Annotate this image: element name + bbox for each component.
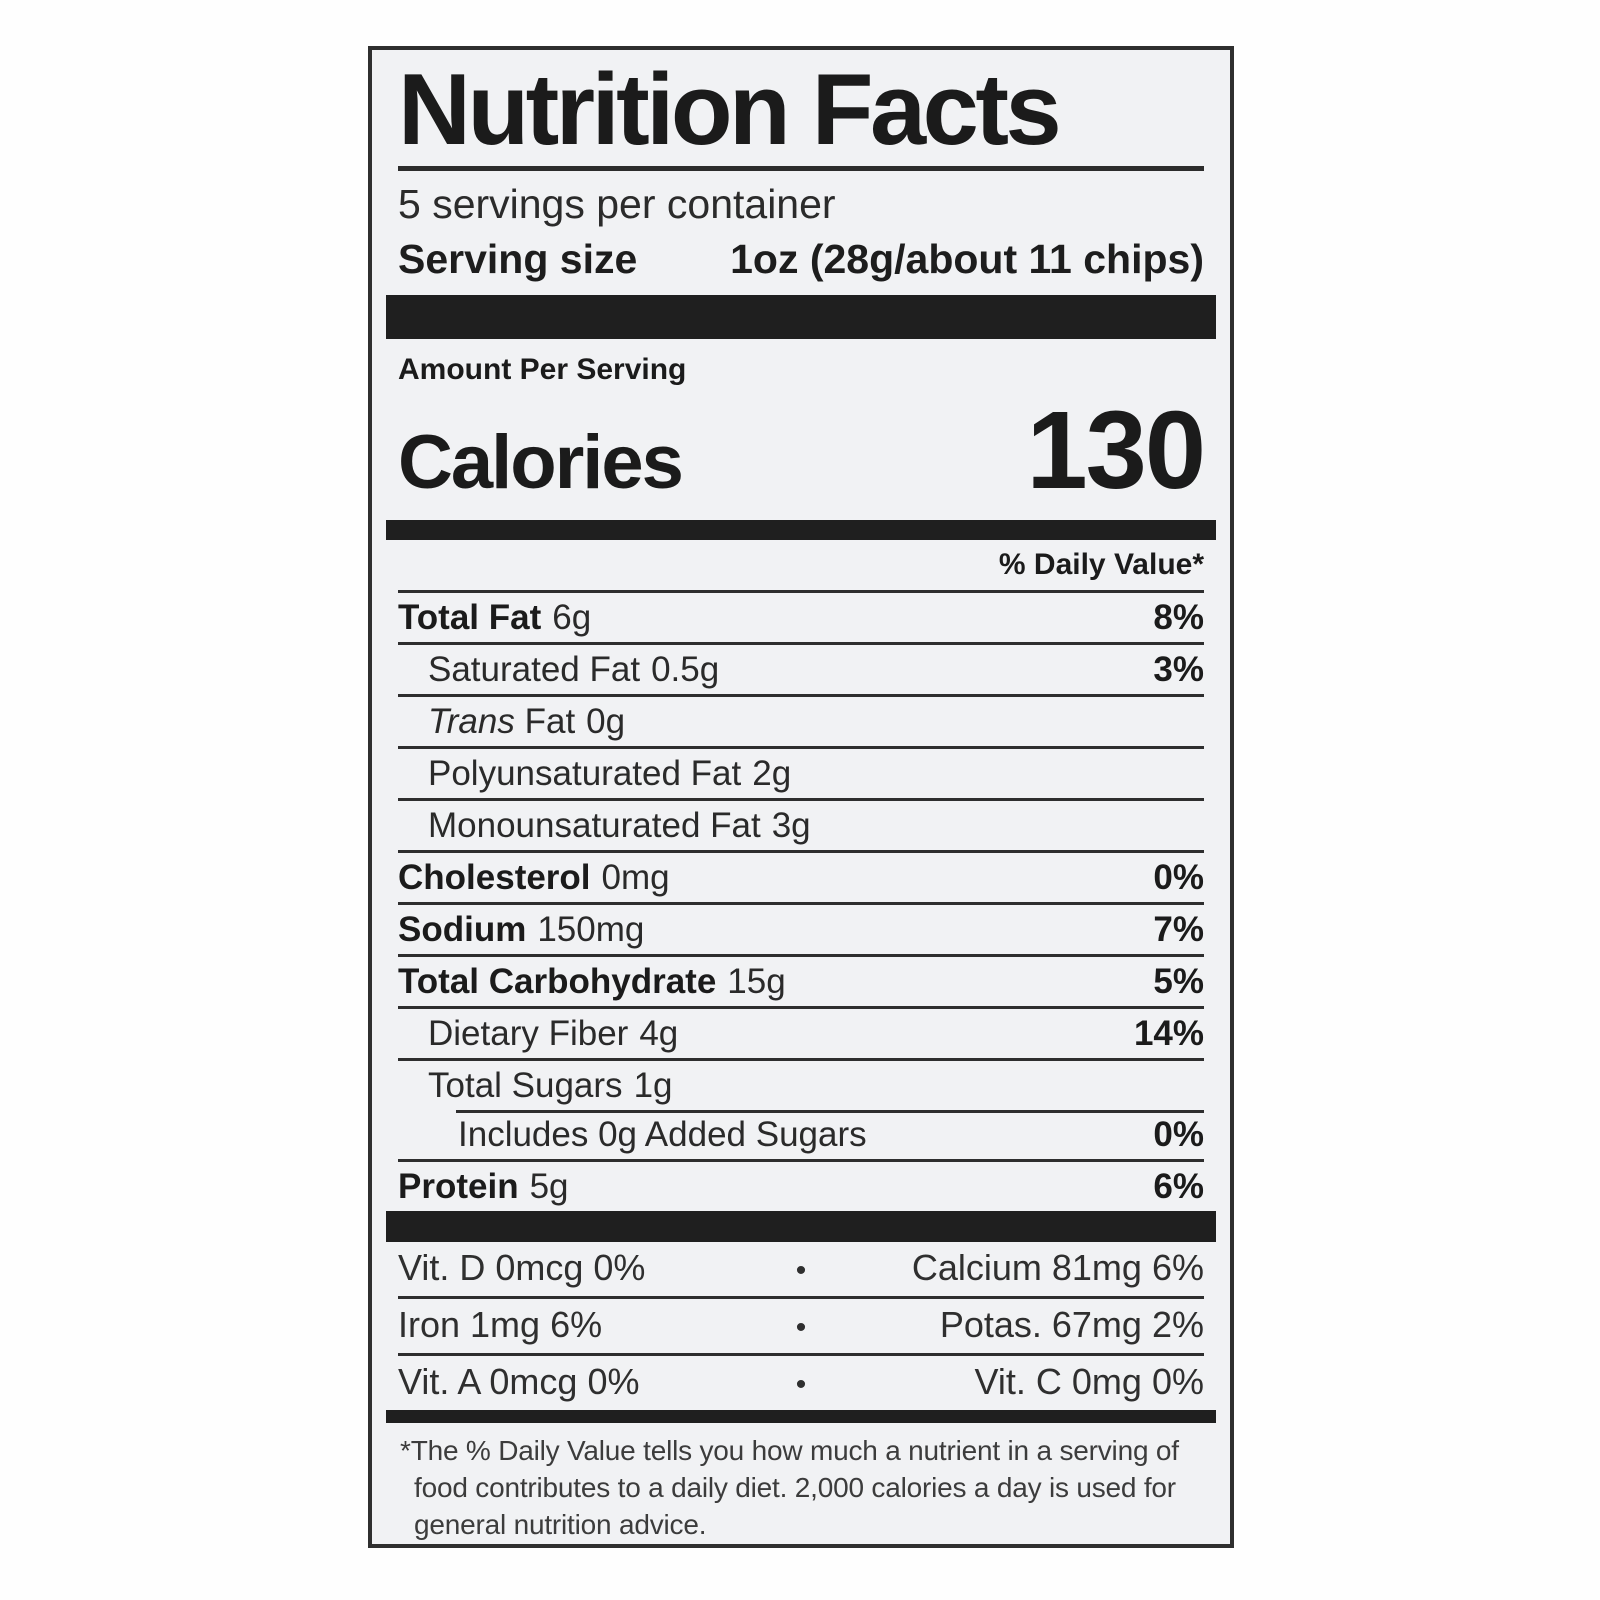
nutrient-daily-value: 3% xyxy=(1153,650,1204,690)
nutrient-name: Total Fat xyxy=(398,598,542,638)
calories-divider-bar xyxy=(386,520,1216,541)
serving-size-label: Serving size xyxy=(398,236,638,283)
nutrient-name: Polyunsaturated Fat xyxy=(428,754,742,794)
nutrient-row: Includes 0g Added Sugars 0% xyxy=(398,1110,1204,1159)
nutrient-row: Total Carbohydrate 15g 5% xyxy=(398,954,1204,1006)
nutrient-row: Cholesterol 0mg 0% xyxy=(398,850,1204,902)
vitamin-left-value: Vit. D 0mcg 0% xyxy=(398,1247,646,1289)
nutrient-name: Sodium xyxy=(398,910,527,950)
bullet-separator: • xyxy=(795,1368,807,1402)
nutrient-row: Trans Fat 0g xyxy=(398,694,1204,746)
bullet-separator: • xyxy=(795,1254,807,1288)
nutrition-facts-label: Nutrition Facts 5 servings per container… xyxy=(368,46,1234,1548)
nutrient-name: Cholesterol xyxy=(398,858,591,898)
daily-value-header: % Daily Value* xyxy=(998,548,1204,582)
nutrient-amount: 0g xyxy=(586,702,626,742)
nutrient-amount: 0.5g xyxy=(651,650,720,690)
vitamin-row: Vit. D 0mcg 0% • Calcium 81mg 6% xyxy=(398,1242,1204,1296)
serving-size-value: 1oz (28g/about 11 chips) xyxy=(730,236,1204,283)
nutrient-daily-value: 5% xyxy=(1153,962,1204,1002)
nutrient-row: Protein 5g 6% xyxy=(398,1159,1204,1211)
label-title: Nutrition Facts xyxy=(398,54,1062,166)
nutrient-name: Total Sugars xyxy=(428,1066,623,1106)
amount-per-serving-label: Amount Per Serving xyxy=(398,353,687,387)
nutrient-amount: 150mg xyxy=(537,910,645,950)
vitamin-right-value: Potas. 67mg 2% xyxy=(939,1304,1204,1346)
nutrient-daily-value: 0% xyxy=(1153,858,1204,898)
nutrient-row: Polyunsaturated Fat 2g xyxy=(398,746,1204,798)
nutrient-daily-value: 6% xyxy=(1153,1167,1204,1207)
vitamin-left-value: Iron 1mg 6% xyxy=(398,1304,603,1346)
title-rule xyxy=(398,166,1204,172)
servings-per-container: 5 servings per container xyxy=(398,181,836,228)
nutrient-daily-value: 14% xyxy=(1133,1014,1204,1054)
nutrient-amount: 5g xyxy=(529,1167,569,1207)
nutrient-daily-value: 7% xyxy=(1153,910,1204,950)
vitamin-row: Vit. A 0mcg 0% • Vit. C 0mg 0% xyxy=(398,1353,1204,1410)
nutrient-daily-value: 8% xyxy=(1153,598,1204,638)
nutrient-amount: 6g xyxy=(552,598,592,638)
nutrient-daily-value: 0% xyxy=(1153,1115,1204,1155)
nutrient-name: Total Carbohydrate xyxy=(398,962,717,1002)
nutrient-name: Protein xyxy=(398,1167,519,1207)
serving-size-row: Serving size 1oz (28g/about 11 chips) xyxy=(398,236,1204,283)
calories-row: Calories 130 xyxy=(398,387,1206,514)
calories-label: Calories xyxy=(398,420,684,506)
nutrient-row: Total Fat 6g 8% xyxy=(398,590,1204,642)
thick-divider-bar xyxy=(386,295,1216,340)
daily-value-footnote: *The % Daily Value tells you how much a … xyxy=(400,1435,1179,1540)
vitamin-row: Iron 1mg 6% • Potas. 67mg 2% xyxy=(398,1296,1204,1353)
vitamin-right-value: Vit. C 0mg 0% xyxy=(974,1361,1204,1403)
nutrient-name: Includes 0g Added Sugars xyxy=(458,1115,867,1155)
nutrient-amount: 3g xyxy=(771,806,811,846)
nutrient-name: Dietary Fiber xyxy=(428,1014,629,1054)
nutrient-row: Total Sugars 1g xyxy=(398,1058,1204,1110)
nutrient-rows: Total Fat 6g 8% Saturated Fat 0.5g 3% Trans Fa… xyxy=(398,590,1204,1211)
nutrient-name: Monounsaturated Fat xyxy=(428,806,761,846)
nutrient-amount: 15g xyxy=(727,962,786,1002)
vitamin-rows: Vit. D 0mcg 0% • Calcium 81mg 6% Iron 1mg 6… xyxy=(398,1242,1204,1410)
nutrient-row: Sodium 150mg 7% xyxy=(398,902,1204,954)
nutrient-amount: 1g xyxy=(633,1066,673,1106)
footnote-divider-bar xyxy=(386,1410,1216,1424)
vitamin-left-value: Vit. A 0mcg 0% xyxy=(398,1361,640,1403)
nutrient-amount: 4g xyxy=(639,1014,679,1054)
nutrient-amount: 0mg xyxy=(601,858,670,898)
nutrient-name: Saturated Fat xyxy=(428,650,641,690)
nutrient-row: Dietary Fiber 4g 14% xyxy=(398,1006,1204,1058)
nutrient-row: Monounsaturated Fat 3g xyxy=(398,798,1204,850)
vitamin-right-value: Calcium 81mg 6% xyxy=(911,1247,1204,1289)
calories-value: 130 xyxy=(1026,389,1206,513)
nutrient-amount: 2g xyxy=(752,754,792,794)
nutrient-row: Saturated Fat 0.5g 3% xyxy=(398,642,1204,694)
nutrient-name: Trans Fat xyxy=(428,702,576,742)
bullet-separator: • xyxy=(795,1311,807,1345)
protein-divider-bar xyxy=(386,1211,1216,1243)
